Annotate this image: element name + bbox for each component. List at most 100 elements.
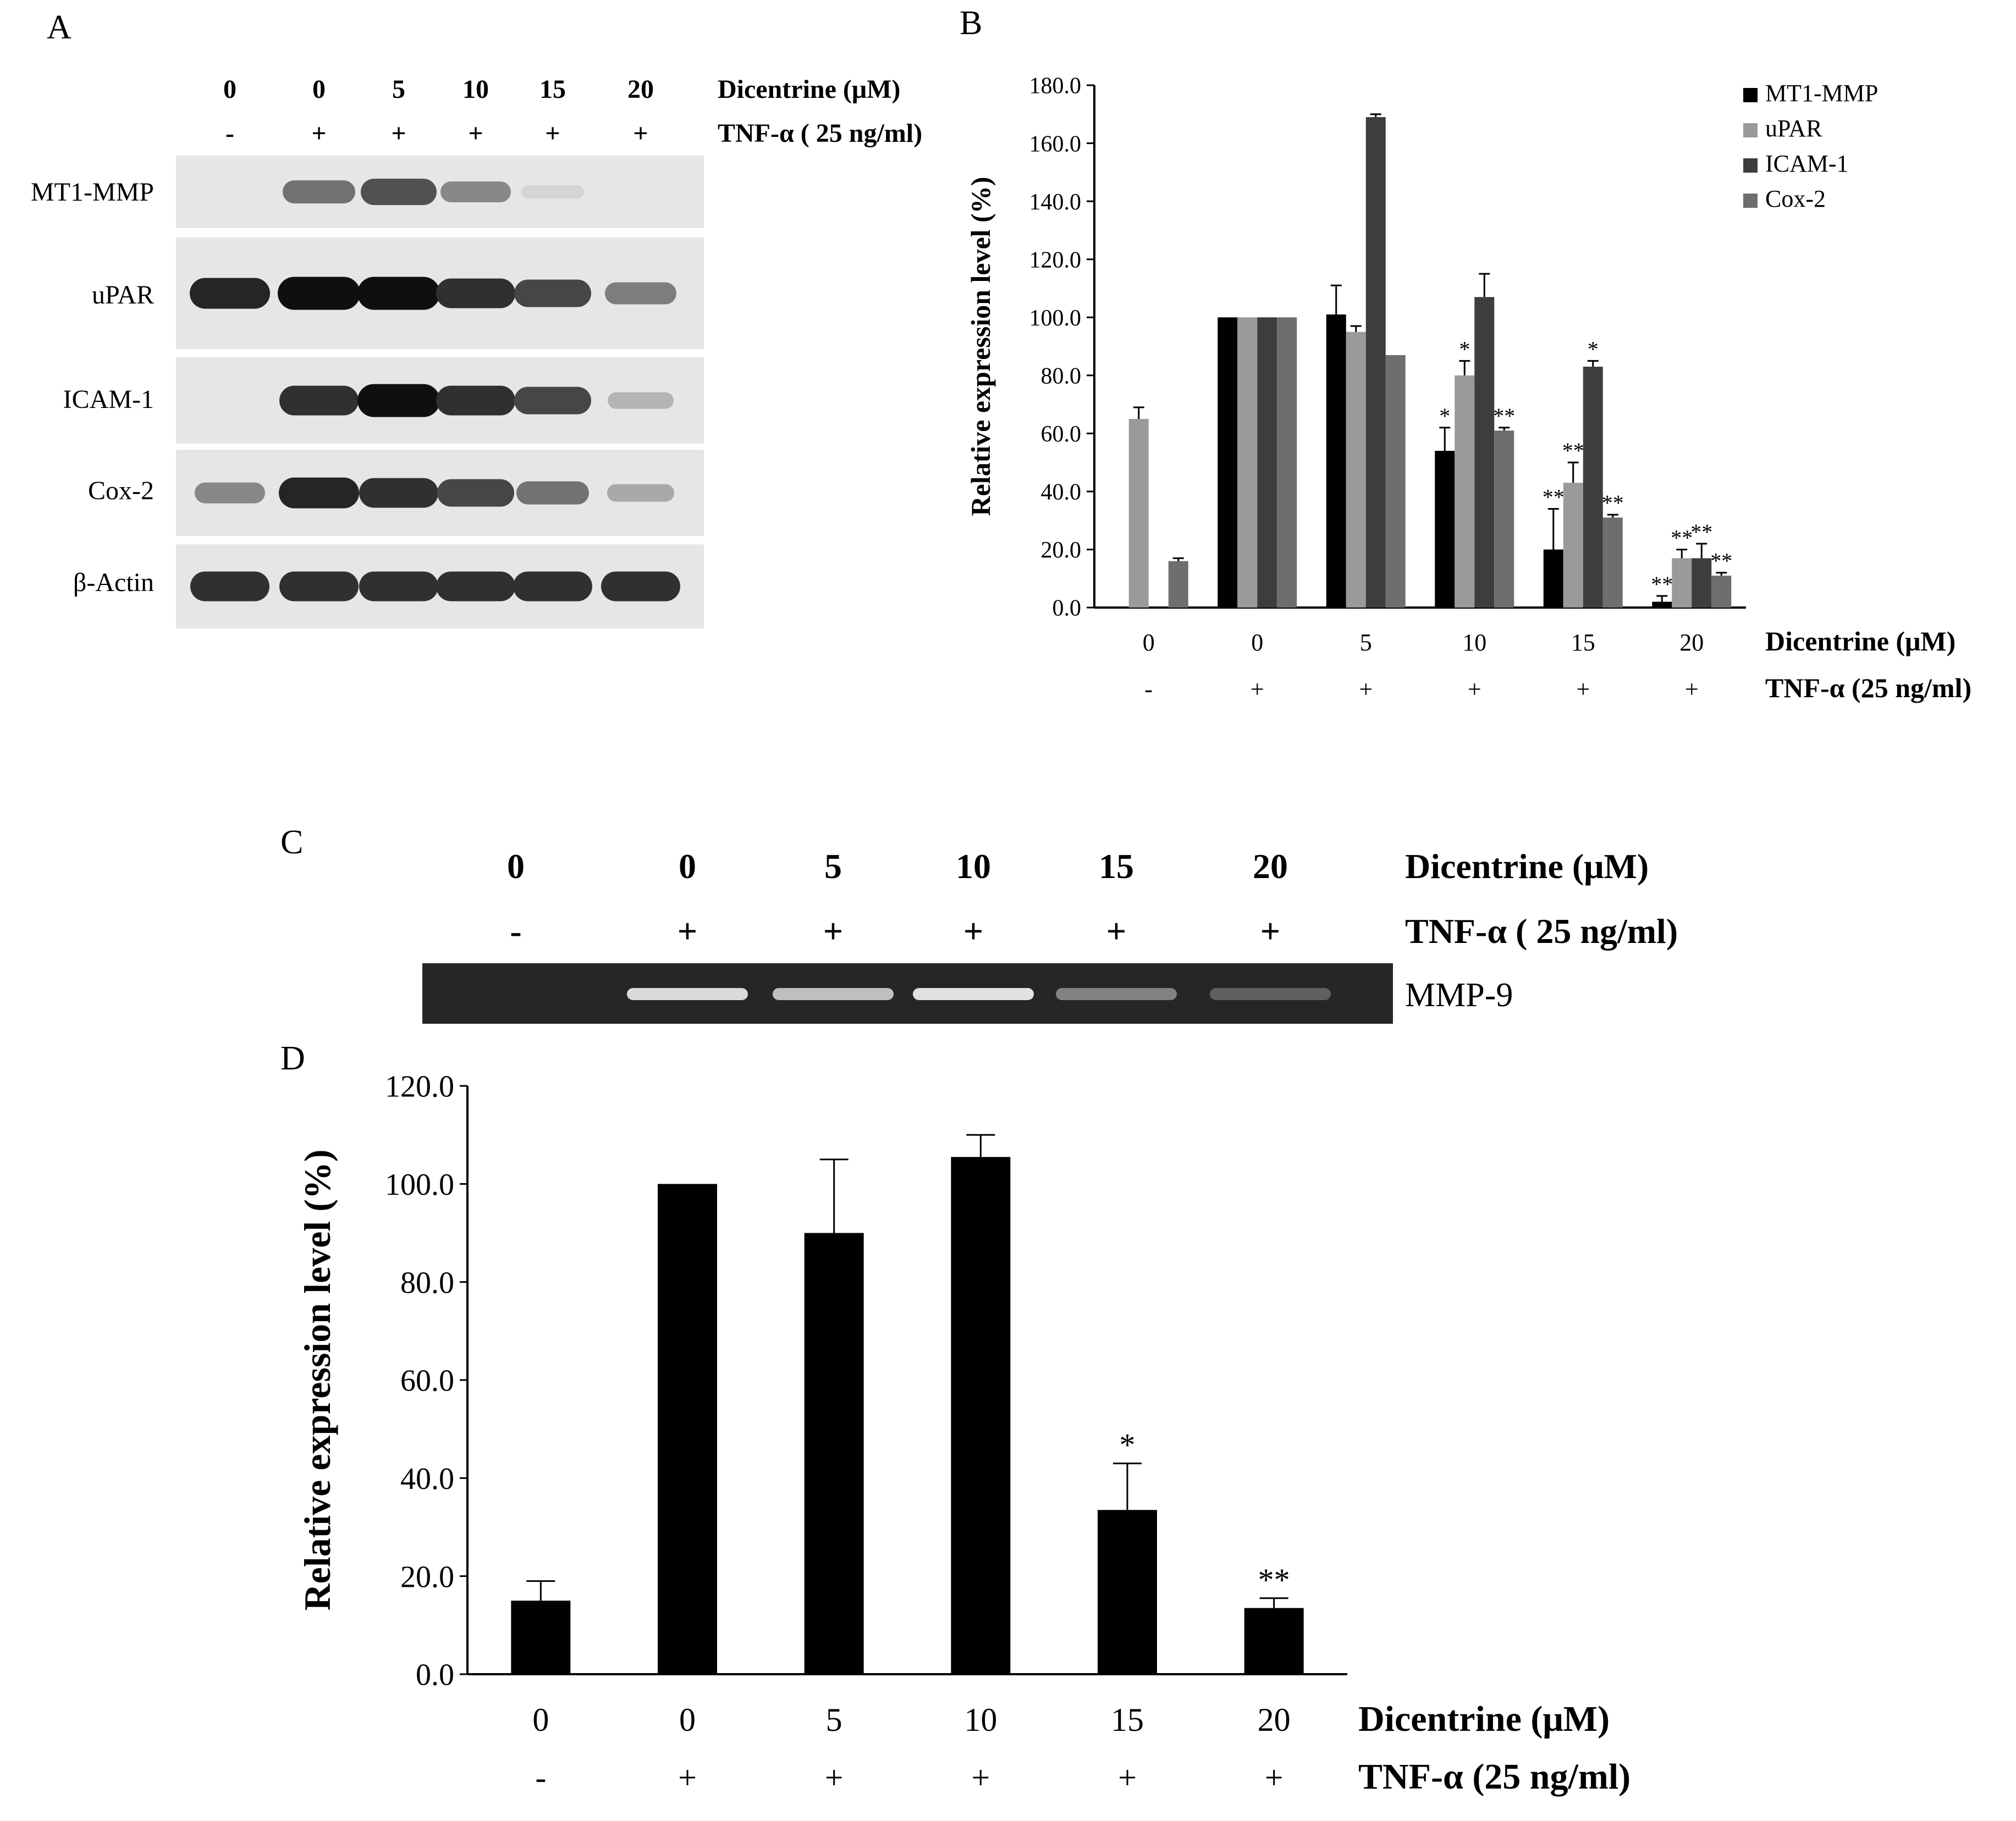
x-tick-label: 20 [1679, 629, 1704, 656]
tnf-tick-label: + [1468, 676, 1481, 703]
bar [1257, 317, 1277, 608]
blot-tnf-label: + [311, 119, 326, 148]
blot-band [607, 484, 674, 502]
significance-marker: ** [1258, 1562, 1290, 1598]
gel-dose-label: 0 [507, 847, 525, 886]
blot-band [359, 478, 438, 508]
panel-letter-d: D [280, 1040, 305, 1077]
bar [1543, 549, 1563, 608]
x-tick-label: 10 [964, 1702, 997, 1738]
gel-tnf-label: + [823, 912, 843, 951]
y-tick-label: 80.0 [400, 1266, 454, 1300]
gel-dicentrine-label: Dicentrine (μM) [1405, 847, 1649, 886]
x-axis-label: Dicentrine (μM) [1765, 626, 1956, 656]
x-tick-label: 0 [1251, 629, 1263, 656]
blot-band [513, 571, 592, 602]
gel-dose-label: 5 [824, 847, 842, 886]
y-tick-label: 40.0 [1041, 480, 1082, 505]
blot-dose-label: 5 [392, 75, 405, 104]
legend-swatch [1743, 194, 1758, 208]
bar [1583, 366, 1603, 608]
bar [1435, 451, 1455, 608]
bar [1098, 1510, 1157, 1674]
blot-strip [176, 156, 704, 228]
significance-marker: ** [1493, 404, 1515, 428]
tnf-tick-label: - [1144, 676, 1153, 703]
legend-label: ICAM-1 [1765, 150, 1849, 177]
panel-letter-c: C [280, 824, 303, 861]
blot-band [436, 571, 515, 602]
blot-tnf-title: TNF-α ( 25 ng/ml) [718, 119, 922, 148]
x-tick-label: 15 [1571, 629, 1595, 656]
blot-band [279, 571, 359, 602]
bar [1237, 317, 1258, 608]
gel-dose-label: 15 [1099, 847, 1134, 886]
legend-swatch [1743, 158, 1758, 173]
y-tick-label: 160.0 [1029, 131, 1082, 157]
tnf-tick-label: - [535, 1759, 546, 1796]
y-tick-label: 0.0 [1053, 596, 1082, 621]
bar [1277, 317, 1297, 608]
blot-tnf-label: - [225, 119, 234, 148]
gel-band [913, 988, 1034, 1000]
tnf-tick-label: + [971, 1759, 990, 1796]
blot-band [437, 479, 514, 507]
gel-tnf-label: + [1260, 912, 1280, 951]
y-tick-label: 60.0 [400, 1364, 454, 1398]
gel-tnf-title: TNF-α ( 25 ng/ml) [1405, 912, 1678, 951]
tnf-tick-label: + [1118, 1759, 1137, 1796]
blot-band [359, 571, 438, 602]
legend-swatch [1743, 88, 1758, 102]
blot-dicentrine-label: Dicentrine (μM) [718, 75, 900, 104]
significance-marker: ** [1690, 520, 1712, 544]
bar [1168, 561, 1188, 608]
western-blot-panel: 0 0 5 10 15 20 - + + + + + Dicentrine (μM) TNF-α ( 25… [31, 75, 922, 628]
blot-band [190, 571, 269, 602]
bar [1711, 575, 1732, 608]
bar [1128, 418, 1149, 608]
significance-marker: ** [1710, 549, 1732, 573]
bar [1326, 314, 1346, 608]
significance-marker: * [1588, 336, 1599, 361]
blot-band [361, 179, 437, 205]
bar [1692, 558, 1712, 608]
tnf-tick-label: + [678, 1759, 697, 1796]
blot-row-label: MT1-MMP [31, 178, 154, 207]
bar [1346, 332, 1366, 608]
bar [1672, 558, 1692, 608]
blot-dose-label: 15 [539, 75, 566, 104]
x-axis-label: Dicentrine (μM) [1358, 1699, 1610, 1739]
zymography-panel: 0 0 5 10 15 20 - + + + + + Dicentrine (μM) TNF-α ( 25… [422, 847, 1678, 1024]
x-tick-label: 20 [1258, 1702, 1291, 1738]
gel-dose-label: 0 [679, 847, 696, 886]
y-tick-label: 20.0 [400, 1560, 454, 1594]
y-tick-label: 100.0 [385, 1168, 454, 1202]
chart-d: 0.0 20.0 40.0 60.0 80.0 100.0 120.0 Relative ex… [296, 1070, 1631, 1797]
y-tick-label: 60.0 [1041, 422, 1082, 447]
bar [1365, 117, 1386, 608]
bar [1563, 483, 1583, 608]
legend-swatch [1743, 123, 1758, 137]
significance-marker: * [1459, 336, 1470, 361]
bar [1474, 297, 1495, 608]
gel-band-label: MMP-9 [1405, 976, 1513, 1014]
gel-band [627, 988, 748, 1000]
blot-row-label: Cox-2 [88, 476, 154, 505]
legend-label: MT1-MMP [1765, 80, 1878, 107]
blot-band [283, 180, 355, 203]
gel-dose-label: 10 [956, 847, 991, 886]
bar [511, 1601, 571, 1674]
blot-band [516, 481, 589, 505]
bar [1494, 431, 1514, 608]
y-tick-label: 80.0 [1041, 363, 1082, 389]
x-tick-label: 0 [679, 1702, 696, 1738]
gel-band [1056, 988, 1177, 1000]
x-tick-label: 5 [1360, 629, 1372, 656]
legend-label: uPAR [1765, 115, 1822, 142]
blot-tnf-label: + [633, 119, 648, 148]
blot-band [279, 477, 359, 509]
y-tick-label: 100.0 [1029, 306, 1082, 331]
blot-dose-label: 10 [462, 75, 489, 104]
blot-band [608, 392, 674, 409]
